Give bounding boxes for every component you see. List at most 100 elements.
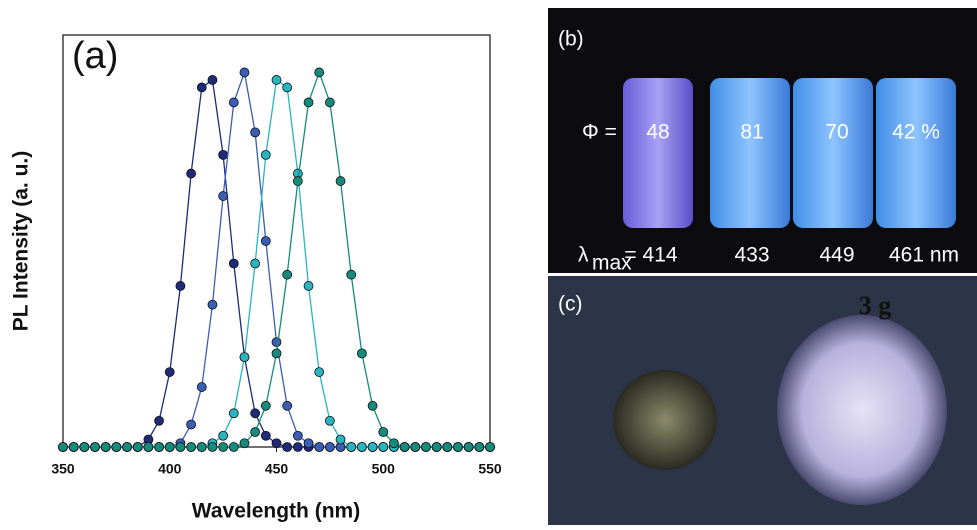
data-point (219, 443, 228, 452)
data-point (165, 368, 174, 377)
data-point (219, 192, 228, 201)
x-tick-label: 500 (372, 461, 396, 477)
data-point (165, 443, 174, 452)
data-point (304, 281, 313, 290)
data-point (304, 439, 313, 448)
data-point (251, 428, 260, 437)
data-point (336, 435, 345, 444)
data-point (293, 431, 302, 440)
data-point (432, 443, 441, 452)
data-point (219, 150, 228, 159)
y-axis-title: PL Intensity (a. u.) (10, 151, 33, 331)
data-point (357, 443, 366, 452)
panel-label: (b) (558, 28, 584, 51)
data-point (411, 443, 420, 452)
data-point (80, 443, 89, 452)
vial (876, 78, 956, 228)
data-point (155, 443, 164, 452)
data-point (208, 443, 217, 452)
data-point (229, 98, 238, 107)
series-line (63, 72, 490, 447)
x-tick-label: 400 (158, 461, 182, 477)
x-tick-label: 450 (265, 461, 289, 477)
data-point (59, 443, 68, 452)
data-point (155, 416, 164, 425)
data-point (208, 300, 217, 309)
data-point (251, 259, 260, 268)
data-point (315, 368, 324, 377)
data-point (197, 443, 206, 452)
powder (777, 315, 947, 505)
data-point (261, 401, 270, 410)
data-point (283, 83, 292, 92)
data-point (464, 443, 473, 452)
data-point (176, 281, 185, 290)
mass-label: 3 g (859, 291, 892, 320)
data-point (229, 409, 238, 418)
data-point (187, 169, 196, 178)
page: {"chart_data": {"type": "line", "panel_l… (0, 0, 977, 525)
phi-label: Φ = (582, 121, 617, 144)
data-point (368, 401, 377, 410)
lambda-value: 461 nm (889, 244, 959, 267)
phi-value: 81 (740, 121, 763, 144)
plot-area: 350 400 450 500 550 (51, 68, 502, 477)
lambda-value: 433 (734, 244, 769, 267)
data-point (325, 98, 334, 107)
data-point (261, 237, 270, 246)
figure: 350400450500550 (a) Wavelength (nm) PL I… (0, 0, 977, 525)
data-point (486, 443, 495, 452)
data-point (293, 177, 302, 186)
data-point (315, 68, 324, 77)
data-point (475, 443, 484, 452)
data-point (208, 75, 217, 84)
vials (623, 78, 956, 228)
data-point (379, 443, 388, 452)
data-point (123, 443, 132, 452)
data-point (251, 409, 260, 418)
data-point (219, 431, 228, 440)
data-point (421, 443, 430, 452)
data-point (69, 443, 78, 452)
data-point (144, 443, 153, 452)
x-axis-title: Wavelength (nm) (192, 500, 360, 523)
data-point (240, 68, 249, 77)
x-tick-label: 350 (51, 461, 75, 477)
data-point (283, 401, 292, 410)
data-point (101, 443, 110, 452)
data-point (272, 349, 281, 358)
data-point (197, 83, 206, 92)
plot-frame (63, 35, 490, 447)
x-tick-label: 550 (478, 461, 502, 477)
lambda-value: = 414 (624, 244, 677, 267)
coin (613, 370, 717, 470)
data-point (261, 150, 270, 159)
data-point (283, 443, 292, 452)
data-point (304, 98, 313, 107)
data-point (197, 383, 206, 392)
lambda-value: 449 (819, 244, 854, 267)
data-point (368, 443, 377, 452)
data-point (336, 177, 345, 186)
data-point (187, 443, 196, 452)
data-point (357, 349, 366, 358)
data-point (91, 443, 100, 452)
lambda-symbol: λ (578, 244, 589, 267)
data-point (272, 338, 281, 347)
series-line (63, 72, 490, 447)
data-point (112, 443, 121, 452)
vial (793, 78, 873, 228)
data-point (240, 439, 249, 448)
data-point (347, 270, 356, 279)
data-point (325, 416, 334, 425)
data-point (453, 443, 462, 452)
data-point (229, 259, 238, 268)
vial (623, 78, 693, 228)
phi-value: 48 (646, 121, 669, 144)
data-point (293, 443, 302, 452)
data-point (240, 353, 249, 362)
data-point (187, 420, 196, 429)
data-point (315, 443, 324, 452)
phi-value: 42 % (892, 121, 940, 144)
data-point (443, 443, 452, 452)
